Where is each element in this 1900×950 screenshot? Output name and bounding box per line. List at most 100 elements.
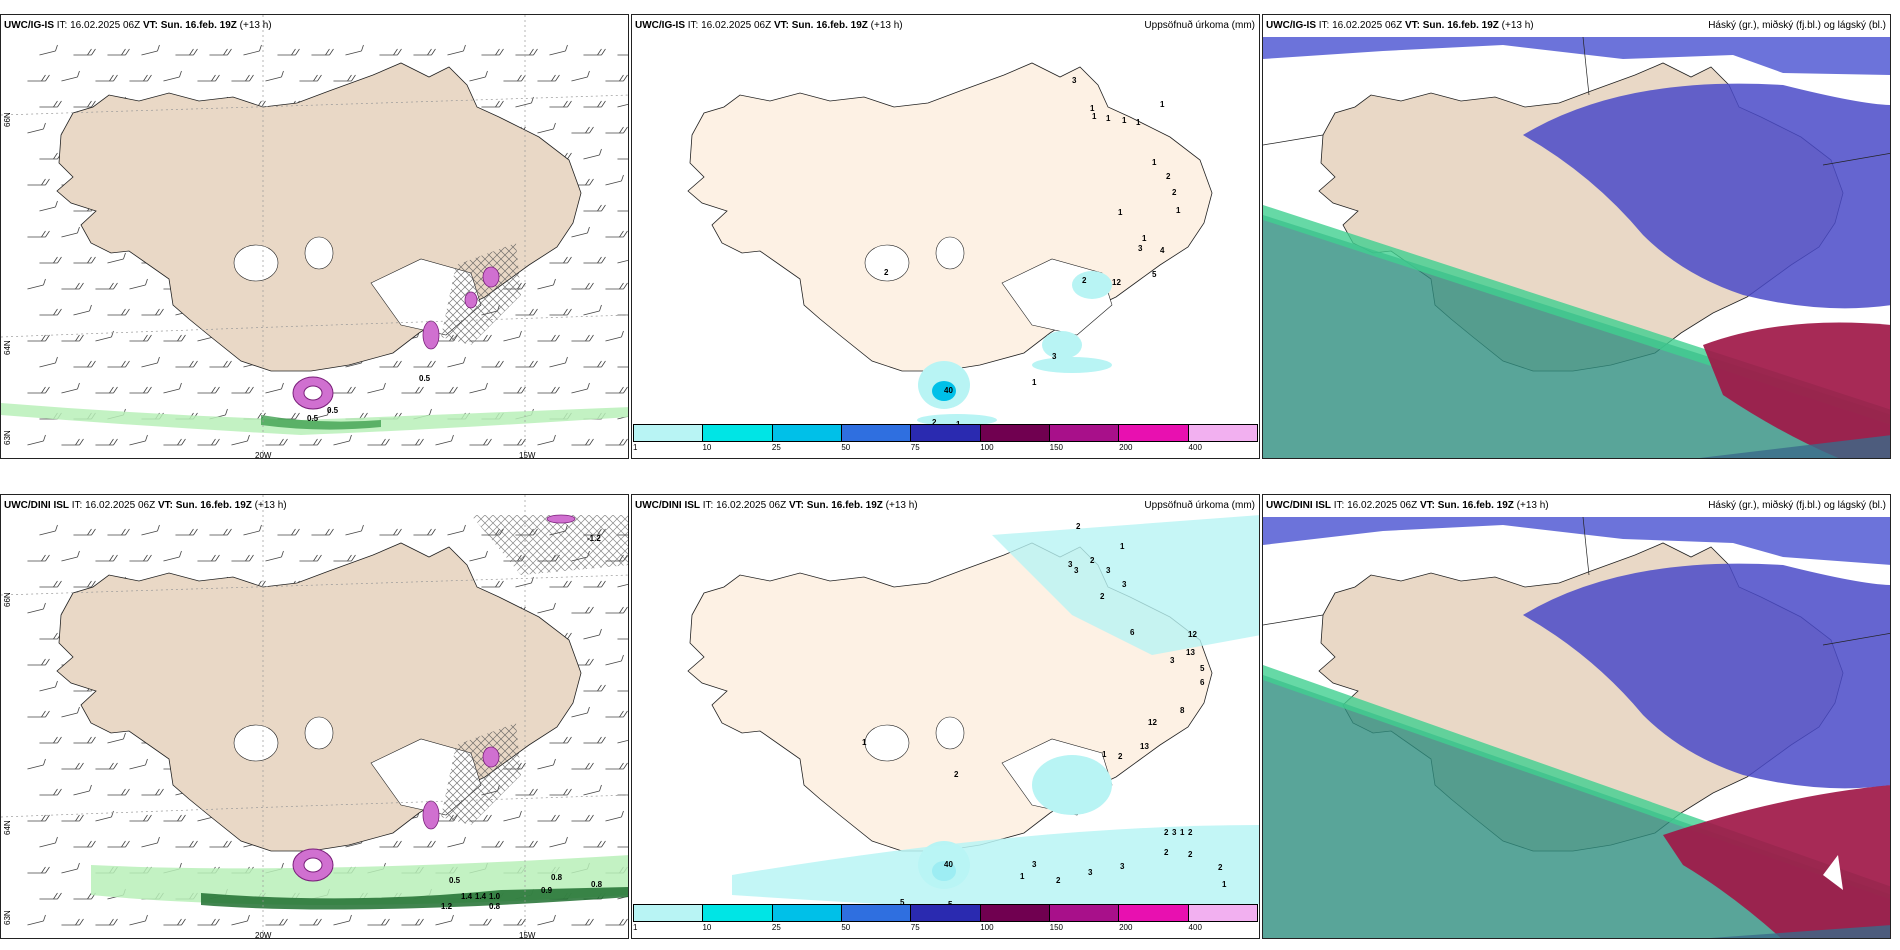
wind-barb-icon: [265, 918, 288, 926]
wind-barb-icon: [515, 308, 538, 316]
precip-value: 2: [1100, 592, 1105, 601]
wind-barb-icon: [583, 840, 606, 848]
wind-barb-icon: [503, 810, 522, 822]
wind-barb-icon: [39, 152, 62, 160]
wind-barb-icon: [73, 256, 96, 264]
panel-precip-top: UWC/IG-IS IT: 16.02.2025 06Z VT: Sun. 16…: [631, 14, 1260, 459]
wind-barb-icon: [27, 386, 50, 394]
legend-tick-label: 200: [1119, 923, 1133, 932]
wind-barb-icon: [231, 386, 254, 394]
wind-barb-icon: [311, 528, 334, 536]
wind-barb-icon: [549, 100, 572, 108]
wind-barb-icon: [107, 252, 126, 264]
wind-barb-icon: [129, 386, 152, 394]
precip-value: 3: [1106, 566, 1111, 575]
wind-barb-icon: [231, 74, 254, 82]
wind-barb-icon: [27, 914, 46, 926]
wind-barb-icon: [549, 44, 568, 56]
precip-value: 1: [1090, 104, 1095, 113]
panel-wind-bottom: UWC/DINI ISL IT: 16.02.2025 06Z VT: Sun.…: [0, 494, 629, 939]
wind-barb-icon: [379, 48, 402, 56]
wind-barb-icon: [61, 334, 84, 342]
wind-barb-icon: [379, 360, 402, 368]
precip-values-top: 31111112211112345122402113: [884, 76, 1181, 429]
wind-barb-icon: [447, 356, 466, 368]
iceland-land: [56, 542, 582, 852]
wind-barb-icon: [583, 148, 602, 160]
wind-barb-icon: [73, 736, 96, 744]
wind-barb-icon: [311, 48, 334, 56]
wind-barb-icon: [95, 810, 114, 822]
wind-barb-icon: [617, 152, 628, 160]
wind-barb-icon: [571, 334, 594, 342]
wind-barb-icon: [435, 386, 458, 394]
wind-barb-icon: [61, 814, 84, 822]
wind-barb-icon: [617, 48, 628, 56]
wind-barb-icon: [27, 74, 50, 82]
wind-barb-icon: [299, 438, 322, 446]
wind-barb-icon: [469, 918, 492, 926]
wind-barb-icon: [571, 126, 594, 134]
wind-barb-icon: [481, 48, 504, 56]
wind-barb-icon: [61, 438, 84, 446]
wind-barb-icon: [107, 732, 126, 744]
precip-value: 6: [1130, 628, 1135, 637]
legend-swatch: [980, 905, 1050, 921]
precip-value: 12: [1112, 278, 1121, 287]
legend-swatch: [772, 905, 842, 921]
legend-tick-label: 400: [1188, 923, 1202, 932]
precip-value: 5: [1200, 664, 1205, 673]
precip-value: 1: [1142, 234, 1147, 243]
cloud-title: Háský (gr.), miðský (fj.bl.) og lágský (…: [1708, 500, 1886, 511]
wind-barb-icon: [129, 554, 152, 562]
wind-barb-icon: [537, 434, 556, 446]
wind-barb-icon: [379, 840, 402, 848]
wind-barb-icon: [605, 710, 628, 718]
precip-value: 1: [1032, 378, 1037, 387]
wind-barb-icon: [39, 736, 62, 744]
wind-barb-icon: [481, 100, 504, 108]
wind-barb-icon: [73, 100, 96, 108]
wind-value: 0.5: [419, 374, 431, 383]
precip-value: 3: [1074, 566, 1079, 575]
wind-barb-icon: [95, 554, 118, 562]
wind-barb-icon: [141, 356, 160, 368]
wind-barb-icon: [107, 48, 130, 56]
legend-tick-label: 150: [1049, 923, 1064, 932]
precip-legend: 1 10 25 50 75 100 150 200 400: [632, 424, 1259, 458]
wind-barb-icon: [549, 788, 572, 796]
wind-barb-icon: [243, 44, 262, 56]
legend-swatch: [911, 425, 981, 441]
wind-barb-icon: [27, 434, 46, 446]
wind-barb-icon: [413, 48, 436, 56]
wind-value: 0.5: [449, 876, 461, 885]
precip-values-bottom: 2123332361213356812132112405531233231222…: [862, 522, 1227, 915]
wind-barb-icon: [549, 836, 568, 848]
precip-value: 4: [1160, 246, 1165, 255]
precip-value: 12: [1148, 718, 1157, 727]
wind-barb-icon: [209, 48, 232, 56]
wind-barb-icon: [571, 814, 594, 822]
wind-barb-icon: [515, 576, 534, 588]
wind-barb-icon: [129, 434, 148, 446]
lon-label: 20W: [255, 931, 272, 939]
wind-barb-icon: [515, 840, 538, 848]
wind-barb-icon: [61, 550, 80, 562]
wind-barb-icon: [141, 524, 160, 536]
legend-swatch: [703, 905, 773, 921]
wind-barb-icon: [333, 434, 352, 446]
wind-barb-icon: [435, 914, 454, 926]
precip-value: 3: [1052, 352, 1057, 361]
legend-swatch: [841, 425, 912, 441]
precip-value: 1: [1118, 208, 1123, 217]
legend-tick-label: 75: [910, 923, 920, 932]
wind-barb-icon: [231, 434, 250, 446]
wind-barb-icon: [571, 918, 594, 926]
wind-barb-icon: [141, 788, 164, 796]
precip-value: 2: [1172, 188, 1177, 197]
precip-value: 2: [1218, 863, 1223, 872]
wind-barb-icon: [537, 334, 560, 342]
precip-value: 2: [1082, 276, 1087, 285]
precip-value: 1: [1160, 100, 1165, 109]
wind-barb-icon: [503, 386, 526, 394]
